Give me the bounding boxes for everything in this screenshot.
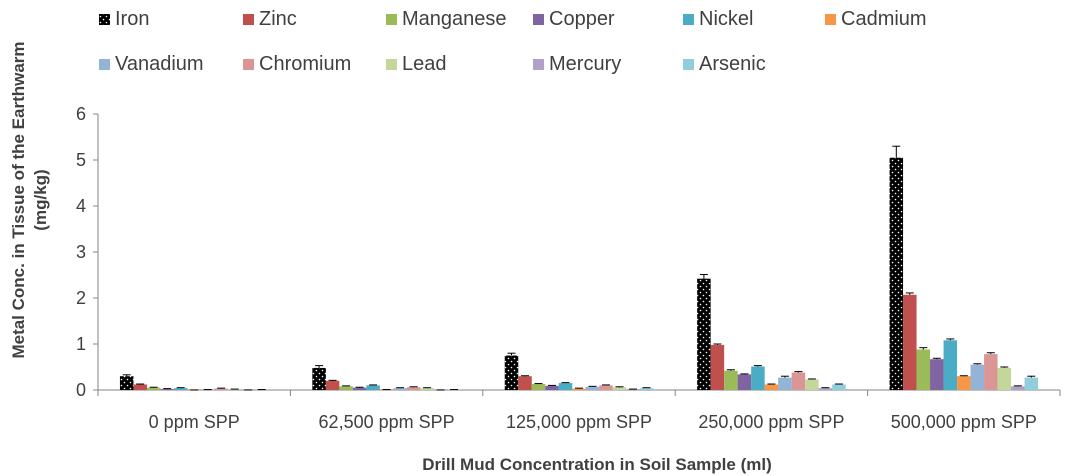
legend-label-iron: Iron <box>115 8 149 30</box>
bar-manganese <box>531 384 546 390</box>
x-tick-label: 125,000 ppm SPP <box>506 412 652 432</box>
axis-titles: Drill Mud Concentration in Soil Sample (… <box>9 41 772 474</box>
bar-zinc <box>133 384 147 390</box>
y-tick-label: 0 <box>76 380 86 400</box>
bar-nickel <box>558 383 573 390</box>
legend-swatch-cadmium <box>825 14 836 25</box>
bar-arsenic <box>1024 377 1039 390</box>
bar-iron <box>119 376 134 390</box>
legend-swatch-manganese <box>386 14 397 25</box>
bar-zinc <box>325 380 340 390</box>
bar-chromium <box>599 385 613 390</box>
legend-swatch-nickel <box>683 14 694 25</box>
bar-vanadium <box>970 364 985 390</box>
bar-lead <box>997 367 1012 390</box>
bar-mercury <box>818 388 833 390</box>
bar-iron <box>312 367 326 390</box>
y-axis-title: Metal Conc. in Tissue of the Earthwarm <box>9 41 28 358</box>
bar-mercury <box>1011 386 1025 390</box>
bar-lead <box>805 379 819 390</box>
x-tick-label: 0 ppm SPP <box>149 412 240 432</box>
bar-copper <box>160 389 174 390</box>
legend-swatch-arsenic <box>683 59 694 70</box>
y-axis-title-unit: (mg/kg) <box>31 169 50 230</box>
bar-iron <box>697 278 711 390</box>
bar-zinc <box>903 294 917 390</box>
bar-nickel <box>943 340 958 390</box>
bar-zinc <box>710 344 725 390</box>
bar-lead <box>420 388 434 390</box>
x-axis-title: Drill Mud Concentration in Soil Sample (… <box>422 455 771 474</box>
y-tick-label: 4 <box>76 196 86 216</box>
bar-chromium <box>214 388 228 390</box>
bar-copper <box>545 385 559 390</box>
bar-copper <box>930 359 944 390</box>
legend-label-zinc: Zinc <box>259 8 297 30</box>
x-tick-label: 62,500 ppm SPP <box>319 412 455 432</box>
bar-vanadium <box>393 388 407 390</box>
bar-cadmium <box>764 384 779 390</box>
y-tick-label: 6 <box>76 104 86 124</box>
bar-lead <box>612 387 627 390</box>
legend-swatch-lead <box>386 59 397 70</box>
bar-vanadium <box>585 386 600 390</box>
legend-label-copper: Copper <box>549 8 615 30</box>
bar-iron <box>889 157 904 390</box>
bar-iron <box>504 355 519 390</box>
legend-swatch-zinc <box>243 14 254 25</box>
y-tick-label: 5 <box>76 150 86 170</box>
bar-manganese <box>916 349 931 390</box>
bar-nickel <box>751 366 765 390</box>
bar-manganese <box>339 386 353 390</box>
legend-label-chromium: Chromium <box>259 53 351 75</box>
y-tick-label: 1 <box>76 334 86 354</box>
bar-copper <box>737 374 752 390</box>
bars <box>119 145 1039 391</box>
legend-label-cadmium: Cadmium <box>841 8 927 30</box>
x-tick-label: 250,000 ppm SPP <box>698 412 844 432</box>
bar-nickel <box>173 388 188 390</box>
bar-arsenic <box>832 384 846 390</box>
legend-swatch-iron <box>99 14 110 25</box>
bar-chromium <box>984 354 998 390</box>
bar-cadmium <box>572 388 586 390</box>
bar-zinc <box>518 376 532 390</box>
legend-label-arsenic: Arsenic <box>699 53 766 75</box>
legend-swatch-mercury <box>533 59 544 70</box>
bar-chromium <box>791 372 806 390</box>
bar-nickel <box>366 385 380 390</box>
legend-swatch-vanadium <box>99 59 110 70</box>
legend-swatch-copper <box>533 14 544 25</box>
bar-chromium <box>406 387 421 390</box>
legend: Iron Zinc Manganese Copper Nickel Cadmium Vana… <box>99 8 927 75</box>
y-tick-label: 3 <box>76 242 86 262</box>
y-tick-label: 2 <box>76 288 86 308</box>
bar-arsenic <box>639 388 654 390</box>
bar-cadmium <box>957 376 971 390</box>
bar-manganese <box>724 370 738 390</box>
bar-copper <box>352 387 367 390</box>
x-tick-label: 500,000 ppm SPP <box>891 412 1037 432</box>
legend-swatch-chromium <box>243 59 254 70</box>
legend-label-mercury: Mercury <box>549 53 621 75</box>
legend-label-nickel: Nickel <box>699 8 753 30</box>
axes: 0 1 2 3 4 5 6 0 ppm SPP 62,500 ppm SPP 125,000 pp… <box>76 104 1061 432</box>
legend-label-manganese: Manganese <box>402 8 507 30</box>
legend-label-lead: Lead <box>402 53 447 75</box>
bar-manganese <box>146 387 161 390</box>
bar-vanadium <box>778 377 792 390</box>
legend-label-vanadium: Vanadium <box>115 53 204 75</box>
